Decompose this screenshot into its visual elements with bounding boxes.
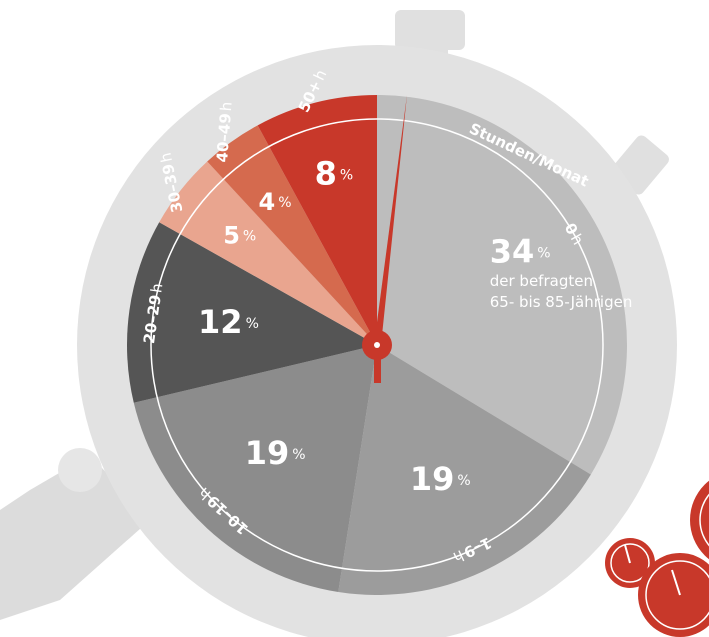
- value-unit: %: [457, 473, 470, 489]
- pie-slice: [207, 125, 377, 345]
- pie-slice: [133, 345, 377, 592]
- annotation: 65- bis 85-Jährigen: [490, 293, 633, 311]
- value-unit: %: [243, 228, 256, 244]
- category-unit: h: [147, 282, 166, 294]
- value-unit: %: [292, 447, 305, 463]
- value-number: 19: [245, 434, 290, 472]
- value-label: 8%: [315, 154, 354, 192]
- hand-tail: [374, 345, 381, 383]
- value-unit: %: [537, 245, 550, 261]
- hand: [374, 95, 407, 345]
- value-number: 8: [315, 154, 337, 192]
- value-number: 5: [223, 221, 240, 249]
- value-number: 19: [410, 460, 455, 498]
- pie-slice: [127, 222, 377, 403]
- pie-slice: [159, 161, 377, 345]
- clocks: [605, 480, 709, 637]
- value-label: 19%: [245, 434, 306, 472]
- value-label: 5%: [223, 221, 256, 249]
- value-unit: %: [246, 316, 259, 332]
- hub-dot: [374, 342, 380, 348]
- value-label: 34%: [490, 232, 551, 270]
- category-unit: h: [156, 151, 176, 164]
- value-unit: %: [340, 167, 353, 183]
- value-unit: %: [278, 195, 291, 211]
- value-number: 34: [490, 232, 535, 270]
- category-label: 40–49h: [213, 101, 236, 163]
- value-number: 12: [198, 303, 243, 341]
- dial-ring: [150, 118, 604, 572]
- pie: [127, 95, 628, 596]
- value-number: 4: [259, 188, 276, 216]
- category-name: 40–49: [213, 113, 235, 163]
- category-unit: h: [216, 101, 235, 112]
- value-label: 4%: [259, 188, 292, 216]
- pie-slice: [338, 345, 591, 596]
- value-label: 19%: [410, 460, 471, 498]
- value-label: 12%: [198, 303, 259, 341]
- pie-slice: [377, 95, 628, 475]
- annotation: der befragten: [490, 272, 593, 290]
- pie-slice: [257, 95, 377, 345]
